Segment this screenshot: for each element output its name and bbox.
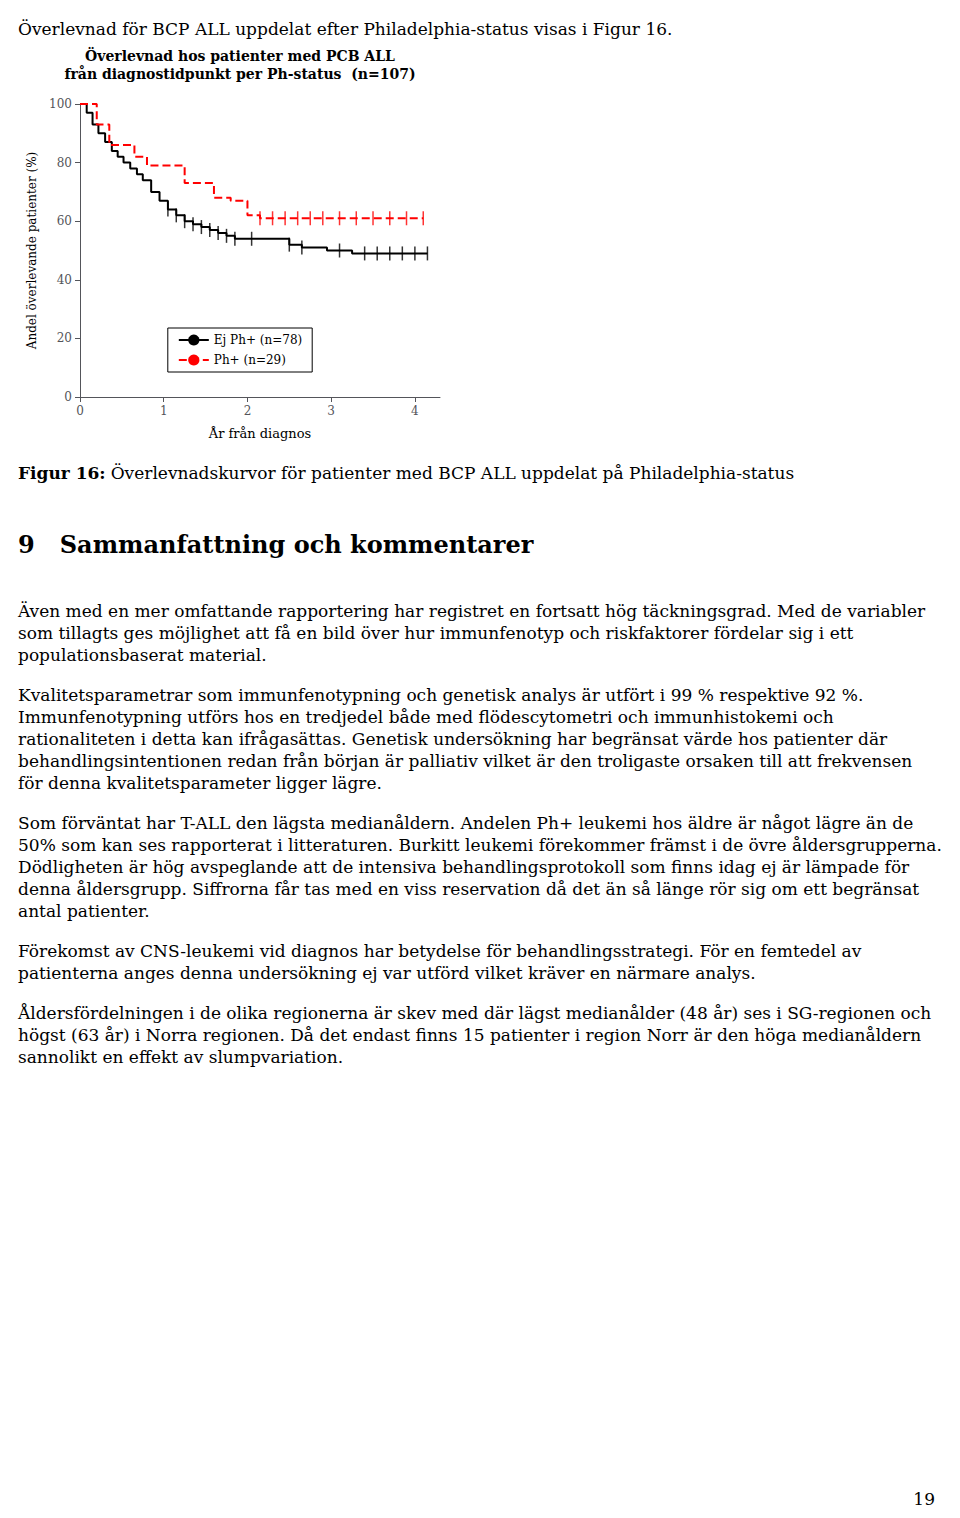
html-text:Figur 16: Överlevnadskurvor fö: Figur 16: Överlevnadskurvor för patiente… (18, 463, 795, 483)
svg-text:3: 3 (327, 404, 335, 418)
html-text:Överlevnad för BCP ALL uppdela: Överlevnad för BCP ALL uppdelat efter Ph… (18, 19, 673, 39)
html-text:Förekomst av CNS-leukemi vid d: Förekomst av CNS-leukemi vid diagnos har… (18, 941, 862, 983)
html-text:19: 19 (913, 1489, 935, 1509)
svg-text:1: 1 (160, 404, 168, 418)
svg-text:Andel överlevande patienter (%: Andel överlevande patienter (%) (25, 152, 39, 350)
svg-text:100: 100 (49, 97, 72, 111)
svg-text:4: 4 (411, 404, 419, 418)
html-text:Även med en mer omfattande rap: Även med en mer omfattande rapportering … (18, 601, 926, 665)
html-text:Kvalitetsparametrar som immunf: Kvalitetsparametrar som immunfenotypning… (18, 685, 913, 793)
html-text:9 Sammanfattning och kommentar: 9 Sammanfattning och kommentarer (18, 530, 534, 559)
svg-text:År från diagnos: År från diagnos (208, 426, 311, 441)
html-text:Som förväntat har T-ALL den lä: Som förväntat har T-ALL den lägsta media… (18, 813, 942, 921)
svg-text:0: 0 (76, 404, 84, 418)
svg-text:2: 2 (244, 404, 252, 418)
svg-text:Överlevnad hos patienter med P: Överlevnad hos patienter med PCB ALL (85, 46, 395, 64)
svg-text:från diagnostidpunkt per Ph-st: från diagnostidpunkt per Ph-status (n=10… (64, 65, 415, 82)
svg-text:Ej Ph+ (n=78): Ej Ph+ (n=78) (214, 333, 302, 347)
svg-text:40: 40 (57, 273, 72, 287)
svg-text:80: 80 (57, 156, 72, 170)
svg-text:20: 20 (57, 331, 72, 345)
svg-text:Ph+ (n=29): Ph+ (n=29) (214, 353, 286, 367)
html-text:Åldersfördelningen i de olika: Åldersfördelningen i de olika regionerna… (18, 1003, 932, 1067)
svg-text:60: 60 (57, 214, 72, 228)
svg-text:0: 0 (64, 390, 72, 404)
